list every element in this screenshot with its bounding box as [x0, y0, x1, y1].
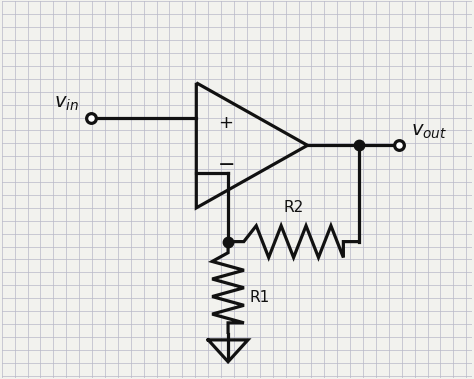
- Text: +: +: [219, 114, 234, 133]
- Text: R1: R1: [250, 290, 270, 305]
- Text: $v_{in}$: $v_{in}$: [54, 94, 79, 113]
- Text: R2: R2: [283, 200, 304, 215]
- Text: $v_{out}$: $v_{out}$: [410, 122, 447, 141]
- Text: −: −: [218, 155, 235, 175]
